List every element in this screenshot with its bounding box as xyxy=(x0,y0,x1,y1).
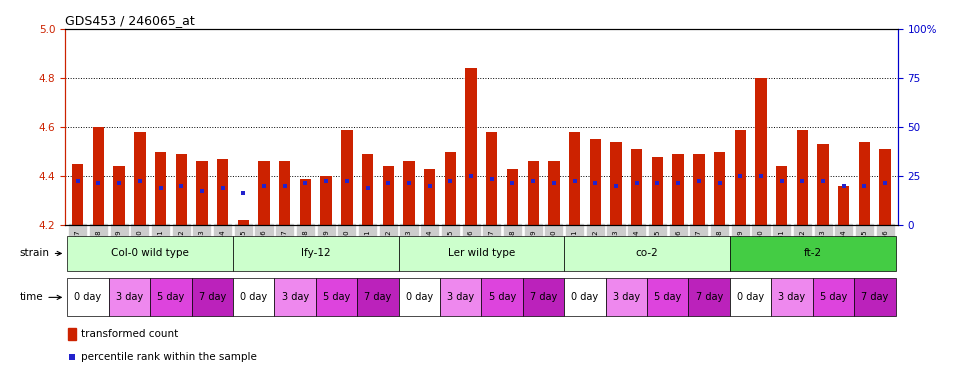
Bar xyxy=(275,279,316,316)
Bar xyxy=(481,279,523,316)
Text: 3 day: 3 day xyxy=(116,292,143,302)
Text: 7 day: 7 day xyxy=(364,292,392,302)
Bar xyxy=(817,144,828,225)
Bar xyxy=(527,161,539,225)
Bar xyxy=(258,161,270,225)
Bar xyxy=(196,161,207,225)
Bar xyxy=(507,169,518,225)
Bar xyxy=(776,166,787,225)
Bar xyxy=(569,132,580,225)
Text: ft-2: ft-2 xyxy=(804,249,822,258)
Text: 0 day: 0 day xyxy=(406,292,433,302)
Bar xyxy=(611,142,622,225)
Bar xyxy=(398,236,564,271)
Text: 7 day: 7 day xyxy=(696,292,723,302)
Bar xyxy=(108,279,150,316)
Bar xyxy=(693,154,705,225)
Text: 3 day: 3 day xyxy=(779,292,805,302)
Text: 5 day: 5 day xyxy=(323,292,350,302)
Text: 5 day: 5 day xyxy=(489,292,516,302)
Text: 7 day: 7 day xyxy=(861,292,888,302)
Bar xyxy=(362,154,373,225)
Bar xyxy=(321,176,332,225)
Bar xyxy=(72,164,84,225)
Bar xyxy=(67,236,233,271)
Text: 5 day: 5 day xyxy=(654,292,682,302)
Bar xyxy=(403,161,415,225)
Text: transformed count: transformed count xyxy=(81,329,178,339)
Bar xyxy=(176,154,187,225)
Text: 3 day: 3 day xyxy=(447,292,474,302)
Bar xyxy=(383,166,394,225)
Bar xyxy=(714,152,725,225)
Text: time: time xyxy=(20,292,61,302)
Text: strain: strain xyxy=(20,249,61,258)
Bar xyxy=(838,186,850,225)
Bar xyxy=(192,279,233,316)
Bar xyxy=(233,279,275,316)
Bar xyxy=(279,161,291,225)
Text: 0 day: 0 day xyxy=(240,292,267,302)
Bar xyxy=(688,279,730,316)
Text: co-2: co-2 xyxy=(636,249,659,258)
Bar xyxy=(466,68,477,225)
Text: 7 day: 7 day xyxy=(530,292,557,302)
Bar xyxy=(734,130,746,225)
Bar xyxy=(854,279,896,316)
Bar xyxy=(859,142,870,225)
Bar xyxy=(134,132,146,225)
Bar xyxy=(756,78,767,225)
Bar xyxy=(113,166,125,225)
Text: Col-0 wild type: Col-0 wild type xyxy=(111,249,189,258)
Bar xyxy=(564,236,730,271)
Text: Ler wild type: Ler wild type xyxy=(447,249,516,258)
Bar xyxy=(316,279,357,316)
Bar xyxy=(67,279,108,316)
Bar xyxy=(548,161,560,225)
Bar xyxy=(486,132,497,225)
Bar xyxy=(631,149,642,225)
Bar xyxy=(564,279,606,316)
Bar xyxy=(647,279,688,316)
Bar xyxy=(652,157,663,225)
Bar xyxy=(93,127,104,225)
Text: 5 day: 5 day xyxy=(820,292,847,302)
Text: 5 day: 5 day xyxy=(157,292,184,302)
Text: 0 day: 0 day xyxy=(737,292,764,302)
Bar xyxy=(444,152,456,225)
Bar xyxy=(797,130,808,225)
Bar xyxy=(672,154,684,225)
Bar xyxy=(606,279,647,316)
Bar xyxy=(300,179,311,225)
Bar xyxy=(424,169,436,225)
Bar xyxy=(233,236,398,271)
Bar xyxy=(730,236,896,271)
Bar xyxy=(771,279,813,316)
Text: 3 day: 3 day xyxy=(612,292,640,302)
Text: 3 day: 3 day xyxy=(281,292,309,302)
Bar xyxy=(813,279,854,316)
Bar xyxy=(341,130,352,225)
Bar xyxy=(523,279,564,316)
Text: 0 day: 0 day xyxy=(75,292,102,302)
Bar xyxy=(440,279,481,316)
Bar xyxy=(589,139,601,225)
Bar xyxy=(217,159,228,225)
Bar xyxy=(67,328,77,340)
Text: lfy-12: lfy-12 xyxy=(301,249,330,258)
Text: GDS453 / 246065_at: GDS453 / 246065_at xyxy=(65,14,195,27)
Text: 0 day: 0 day xyxy=(571,292,598,302)
Bar xyxy=(398,279,440,316)
Bar xyxy=(150,279,192,316)
Text: 7 day: 7 day xyxy=(199,292,226,302)
Bar xyxy=(879,149,891,225)
Bar xyxy=(357,279,398,316)
Text: percentile rank within the sample: percentile rank within the sample xyxy=(81,352,256,362)
Bar xyxy=(155,152,166,225)
Bar xyxy=(238,220,249,225)
Bar xyxy=(730,279,771,316)
